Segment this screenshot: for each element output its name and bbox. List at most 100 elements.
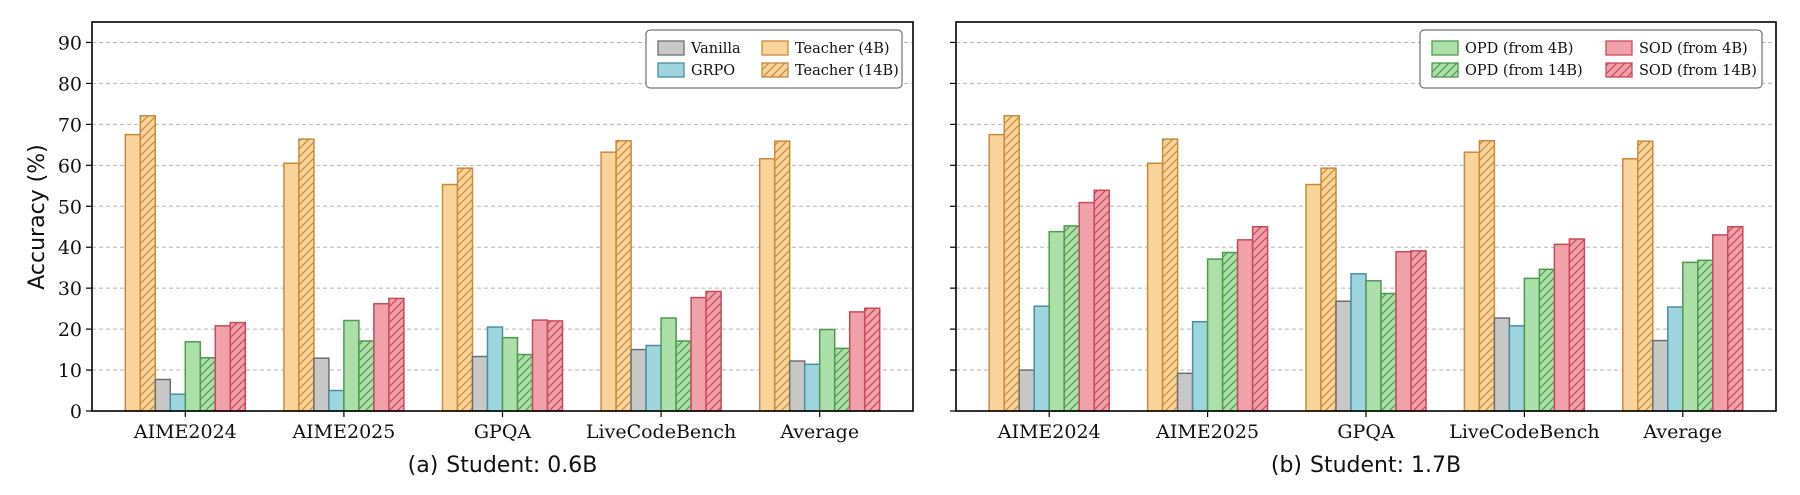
bar-teacher-4b-aime2024 <box>124 133 142 412</box>
legend-label-sod-from-14b: SOD (from 14B) <box>1639 63 1757 79</box>
bar-vanilla-aime2025 <box>313 357 330 412</box>
y-tick-label: 90 <box>58 32 82 54</box>
bar-grpo-aime2025 <box>1191 320 1209 412</box>
legend-swatch-sod-from-4b <box>1605 40 1633 56</box>
y-tick-label: 0 <box>70 401 82 423</box>
bar-sod-from-4b-average <box>1712 234 1729 412</box>
bar-teacher-4b-aime2025 <box>283 162 300 412</box>
bar-sod-from-14b-gpqa <box>1410 250 1427 412</box>
bar-opd-from-4b-gpqa <box>1365 280 1382 412</box>
bar-sod-from-14b-aime2025 <box>1251 225 1269 412</box>
y-tick-label: 30 <box>58 278 82 300</box>
bar-vanilla-average <box>1652 339 1669 412</box>
x-tick-label-livecodebench: LiveCodeBench <box>586 421 736 443</box>
bar-sod-from-4b-livecodebench <box>690 296 707 412</box>
bar-grpo-average <box>1667 306 1684 412</box>
bar-opd-from-14b-gpqa <box>516 353 534 412</box>
y-tick-label: 80 <box>58 73 82 95</box>
series-grpo <box>1033 273 1684 412</box>
legend: Vanilla GRPO Teacher (4B) Teacher (14B) <box>645 29 903 89</box>
caption-text: Student: 1.7B <box>1310 453 1461 478</box>
bar-sod-from-14b-aime2024 <box>229 321 247 412</box>
bar-opd-from-14b-average <box>833 347 851 412</box>
bar-teacher-4b-gpqa <box>441 183 459 412</box>
legend-swatch-teacher-4b <box>761 40 789 56</box>
x-tick-label-gpqa: GPQA <box>474 421 532 443</box>
y-axis-label: Accuracy (%) <box>25 144 50 290</box>
x-tick-label-aime2025: AIME2025 <box>1155 421 1259 443</box>
bar-teacher-14b-average <box>773 140 791 412</box>
bar-teacher-14b-gpqa <box>1320 167 1337 412</box>
x-tick-label-aime2024: AIME2024 <box>997 421 1101 443</box>
bar-vanilla-aime2025 <box>1176 372 1194 412</box>
bar-opd-from-4b-livecodebench <box>660 317 677 412</box>
bar-grpo-aime2024 <box>1033 305 1050 412</box>
bar-opd-from-14b-livecodebench <box>1538 268 1556 412</box>
bar-vanilla-gpqa <box>471 355 489 412</box>
bar-sod-from-14b-average <box>1727 225 1744 412</box>
series-vanilla <box>1018 300 1669 412</box>
bar-opd-from-4b-livecodebench <box>1523 277 1541 412</box>
bar-teacher-14b-livecodebench <box>1478 139 1496 412</box>
bar-opd-from-14b-gpqa <box>1380 292 1397 412</box>
bar-opd-from-14b-aime2024 <box>1063 225 1080 412</box>
y-tick-label: 20 <box>58 319 82 341</box>
legend-label-opd-from-14b: OPD (from 14B) <box>1465 63 1583 79</box>
bar-teacher-4b-aime2025 <box>1146 162 1164 412</box>
bar-teacher-14b-aime2025 <box>298 138 315 412</box>
bar-sod-from-14b-gpqa <box>546 320 564 412</box>
y-tick-label: 70 <box>58 114 82 136</box>
bar-opd-from-4b-aime2024 <box>184 341 202 412</box>
series-grpo <box>169 326 821 412</box>
bar-vanilla-average <box>788 360 806 412</box>
bar-teacher-14b-aime2025 <box>1161 138 1179 412</box>
y-tick-label: 40 <box>58 237 82 259</box>
series-sod-from-14b <box>1093 189 1744 412</box>
panel-a: 0 10 20 30 40 50 60 70 80 90 AIME2024 AIME2025 GPQA L… <box>58 21 914 478</box>
bar-teacher-4b-average <box>1622 158 1639 412</box>
series-opd-from-4b <box>184 317 836 412</box>
bar-teacher-4b-gpqa <box>1305 183 1322 412</box>
bar-sod-from-14b-average <box>863 307 881 412</box>
bar-teacher-4b-aime2024 <box>988 133 1005 412</box>
caption-label: (a) <box>408 453 439 478</box>
bar-grpo-livecodebench <box>1508 325 1526 412</box>
bar-opd-from-4b-aime2024 <box>1048 230 1065 412</box>
y-tick-label: 10 <box>58 360 82 382</box>
x-tick-label-livecodebench: LiveCodeBench <box>1449 421 1599 443</box>
bar-sod-from-4b-aime2024 <box>214 325 232 412</box>
series-sod-from-4b <box>214 296 866 412</box>
bar-teacher-4b-livecodebench <box>1463 151 1481 412</box>
legend-label-sod-from-4b: SOD (from 4B) <box>1639 41 1748 57</box>
bar-opd-from-4b-average <box>818 328 836 412</box>
bar-opd-from-14b-average <box>1697 259 1714 412</box>
bar-grpo-livecodebench <box>645 344 662 412</box>
bar-opd-from-4b-aime2025 <box>343 319 360 412</box>
legend: OPD (from 4B) OPD (from 14B) SOD (from 4B)… <box>1419 29 1763 89</box>
x-tick-label-gpqa: GPQA <box>1337 421 1395 443</box>
legend-label-opd-from-4b: OPD (from 4B) <box>1465 41 1573 57</box>
bar-vanilla-aime2024 <box>154 378 172 412</box>
panel-caption: (b) Student: 1.7B <box>1271 453 1461 478</box>
legend-swatch-teacher-14b <box>761 62 789 78</box>
series-teacher-14b <box>139 115 791 412</box>
legend-label-vanilla: Vanilla <box>690 41 741 57</box>
x-tick-label-average: Average <box>1642 421 1722 443</box>
bar-vanilla-gpqa <box>1335 300 1352 412</box>
series-opd-from-4b <box>1048 230 1699 412</box>
bar-grpo-gpqa <box>486 326 504 412</box>
bar-sod-from-4b-aime2024 <box>1078 201 1095 412</box>
bar-opd-from-14b-livecodebench <box>675 340 692 412</box>
bar-grpo-gpqa <box>1350 273 1367 412</box>
bar-grpo-aime2024 <box>169 393 187 412</box>
bar-sod-from-14b-livecodebench <box>705 290 722 412</box>
legend-swatch-vanilla <box>657 40 685 56</box>
series-opd-from-14b <box>199 340 851 412</box>
panel-b: AIME2024 AIME2025 GPQA LiveCodeBench Average… <box>950 21 1777 478</box>
legend-frame <box>645 29 903 89</box>
series-sod-from-14b <box>229 290 881 412</box>
bar-sod-from-14b-livecodebench <box>1568 238 1586 412</box>
bar-sod-from-4b-aime2025 <box>373 302 390 412</box>
bar-vanilla-livecodebench <box>630 348 647 412</box>
